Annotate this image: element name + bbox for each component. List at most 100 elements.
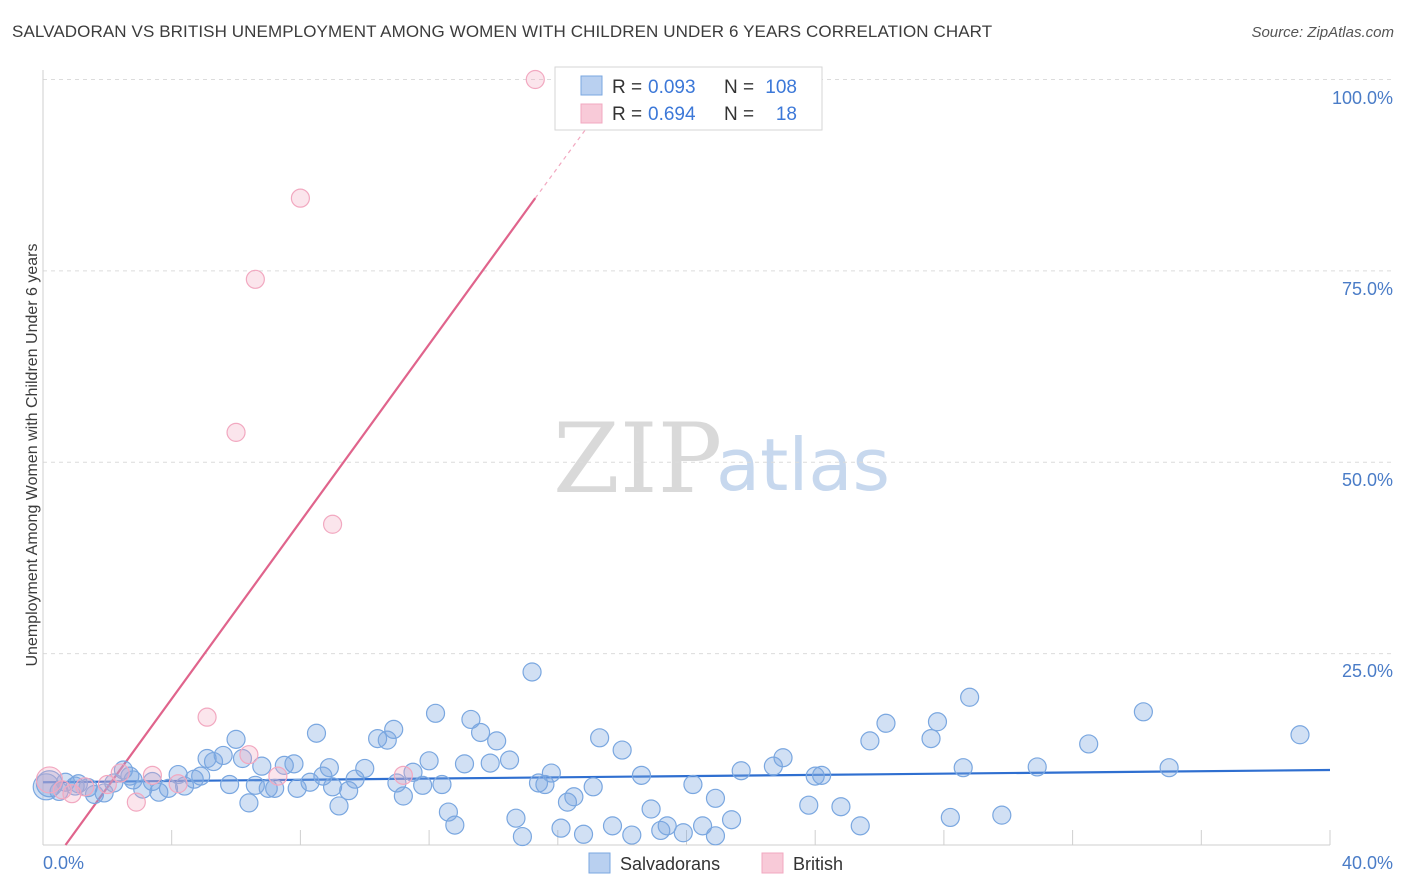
y-tick-label-50: 50.0% xyxy=(1342,470,1393,490)
legend-r-value-salvadorans: 0.093 xyxy=(648,77,696,98)
chart-source: Source: ZipAtlas.com xyxy=(1251,24,1394,41)
point-british xyxy=(245,269,265,289)
point-british xyxy=(110,763,130,783)
point-salvadorans xyxy=(921,728,941,749)
point-salvadorans xyxy=(631,765,652,785)
points-layer xyxy=(32,69,1310,847)
point-salvadorans xyxy=(657,816,677,836)
point-salvadorans xyxy=(158,778,179,798)
point-salvadorans xyxy=(522,662,542,682)
legend-n-value-british: 18 xyxy=(776,104,797,125)
point-salvadorans xyxy=(1290,725,1310,745)
point-salvadorans xyxy=(487,731,507,751)
point-british xyxy=(239,745,259,765)
point-salvadorans xyxy=(960,687,980,707)
point-salvadorans xyxy=(149,782,169,802)
point-salvadorans xyxy=(142,771,162,792)
point-british xyxy=(97,774,117,795)
point-salvadorans xyxy=(274,755,294,775)
point-salvadorans xyxy=(1079,734,1099,754)
point-salvadorans xyxy=(104,773,124,793)
point-british xyxy=(168,774,188,794)
point-salvadorans xyxy=(419,751,439,771)
watermark-zip: ZIP xyxy=(553,403,722,515)
point-salvadorans xyxy=(1027,757,1047,777)
point-salvadorans xyxy=(590,728,610,748)
point-salvadorans xyxy=(641,799,661,819)
point-salvadorans xyxy=(470,722,491,743)
point-salvadorans xyxy=(860,731,880,751)
point-salvadorans xyxy=(84,784,105,805)
point-salvadorans xyxy=(731,761,751,781)
point-salvadorans xyxy=(220,774,240,795)
point-british xyxy=(142,765,162,785)
point-salvadorans xyxy=(339,781,359,801)
point-salvadorans xyxy=(541,763,561,783)
point-salvadorans xyxy=(393,786,413,806)
watermark: ZIP atlas xyxy=(553,403,890,515)
point-salvadorans xyxy=(812,765,832,785)
point-salvadorans xyxy=(583,777,603,797)
point-salvadorans xyxy=(226,729,246,749)
point-salvadorans xyxy=(831,797,851,817)
point-salvadorans xyxy=(322,777,343,797)
point-salvadorans xyxy=(1159,758,1179,778)
point-salvadorans xyxy=(876,713,896,733)
legend-r-value-british: 0.694 xyxy=(648,104,696,125)
legend-swatch-salvadorans xyxy=(580,75,603,96)
point-salvadorans xyxy=(413,775,433,795)
point-salvadorans xyxy=(953,758,973,778)
point-salvadorans xyxy=(425,703,446,723)
bottom-legend-label-salvadorans: Salvadorans xyxy=(620,854,720,874)
trend-line-british xyxy=(64,197,537,846)
point-salvadorans xyxy=(602,816,623,836)
point-salvadorans xyxy=(265,778,285,798)
point-salvadorans xyxy=(445,815,465,835)
point-salvadorans xyxy=(673,823,693,843)
point-salvadorans xyxy=(535,774,555,795)
point-salvadorans xyxy=(329,796,349,816)
point-salvadorans xyxy=(319,758,339,778)
point-salvadorans xyxy=(773,748,793,768)
point-salvadorans xyxy=(284,754,304,774)
point-salvadorans xyxy=(213,745,233,766)
point-salvadorans xyxy=(499,750,520,770)
point-salvadorans xyxy=(461,709,481,730)
legend-n-label-british: N = xyxy=(724,104,754,125)
y-tick-label-100: 100.0% xyxy=(1332,88,1393,108)
x-tick-label-40: 40.0% xyxy=(1342,853,1393,873)
point-british xyxy=(197,707,217,727)
y-tick-label-25: 25.0% xyxy=(1342,661,1393,681)
point-salvadorans xyxy=(384,719,404,740)
point-salvadorans xyxy=(940,807,960,828)
point-salvadorans xyxy=(528,773,549,793)
point-salvadorans xyxy=(799,795,819,815)
point-british xyxy=(393,765,413,785)
legend-r-label-salvadorans: R = xyxy=(612,77,642,98)
point-salvadorans xyxy=(191,766,211,786)
point-british xyxy=(126,792,146,812)
point-salvadorans xyxy=(512,826,533,847)
chart-title: SALVADORAN VS BRITISH UNEMPLOYMENT AMONG… xyxy=(12,22,993,41)
point-salvadorans xyxy=(480,753,500,773)
point-salvadorans xyxy=(377,730,397,750)
point-salvadorans xyxy=(454,754,475,774)
y-tick-label-75: 75.0% xyxy=(1342,279,1393,299)
bottom-legend-label-british: British xyxy=(793,854,843,874)
point-salvadorans xyxy=(355,758,375,779)
point-salvadorans xyxy=(612,740,632,760)
point-salvadorans xyxy=(557,792,578,812)
point-salvadorans xyxy=(683,774,703,795)
point-salvadorans xyxy=(252,756,272,776)
legend-n-label-salvadorans: N = xyxy=(724,77,754,98)
point-british xyxy=(75,777,95,797)
point-salvadorans xyxy=(705,788,726,808)
point-british xyxy=(226,422,246,442)
point-british xyxy=(35,766,64,794)
point-salvadorans xyxy=(368,728,388,749)
point-salvadorans xyxy=(306,723,327,743)
point-salvadorans xyxy=(506,808,526,828)
point-british xyxy=(268,766,288,786)
point-british xyxy=(322,514,343,534)
trend-line-salvadorans xyxy=(42,768,1331,784)
